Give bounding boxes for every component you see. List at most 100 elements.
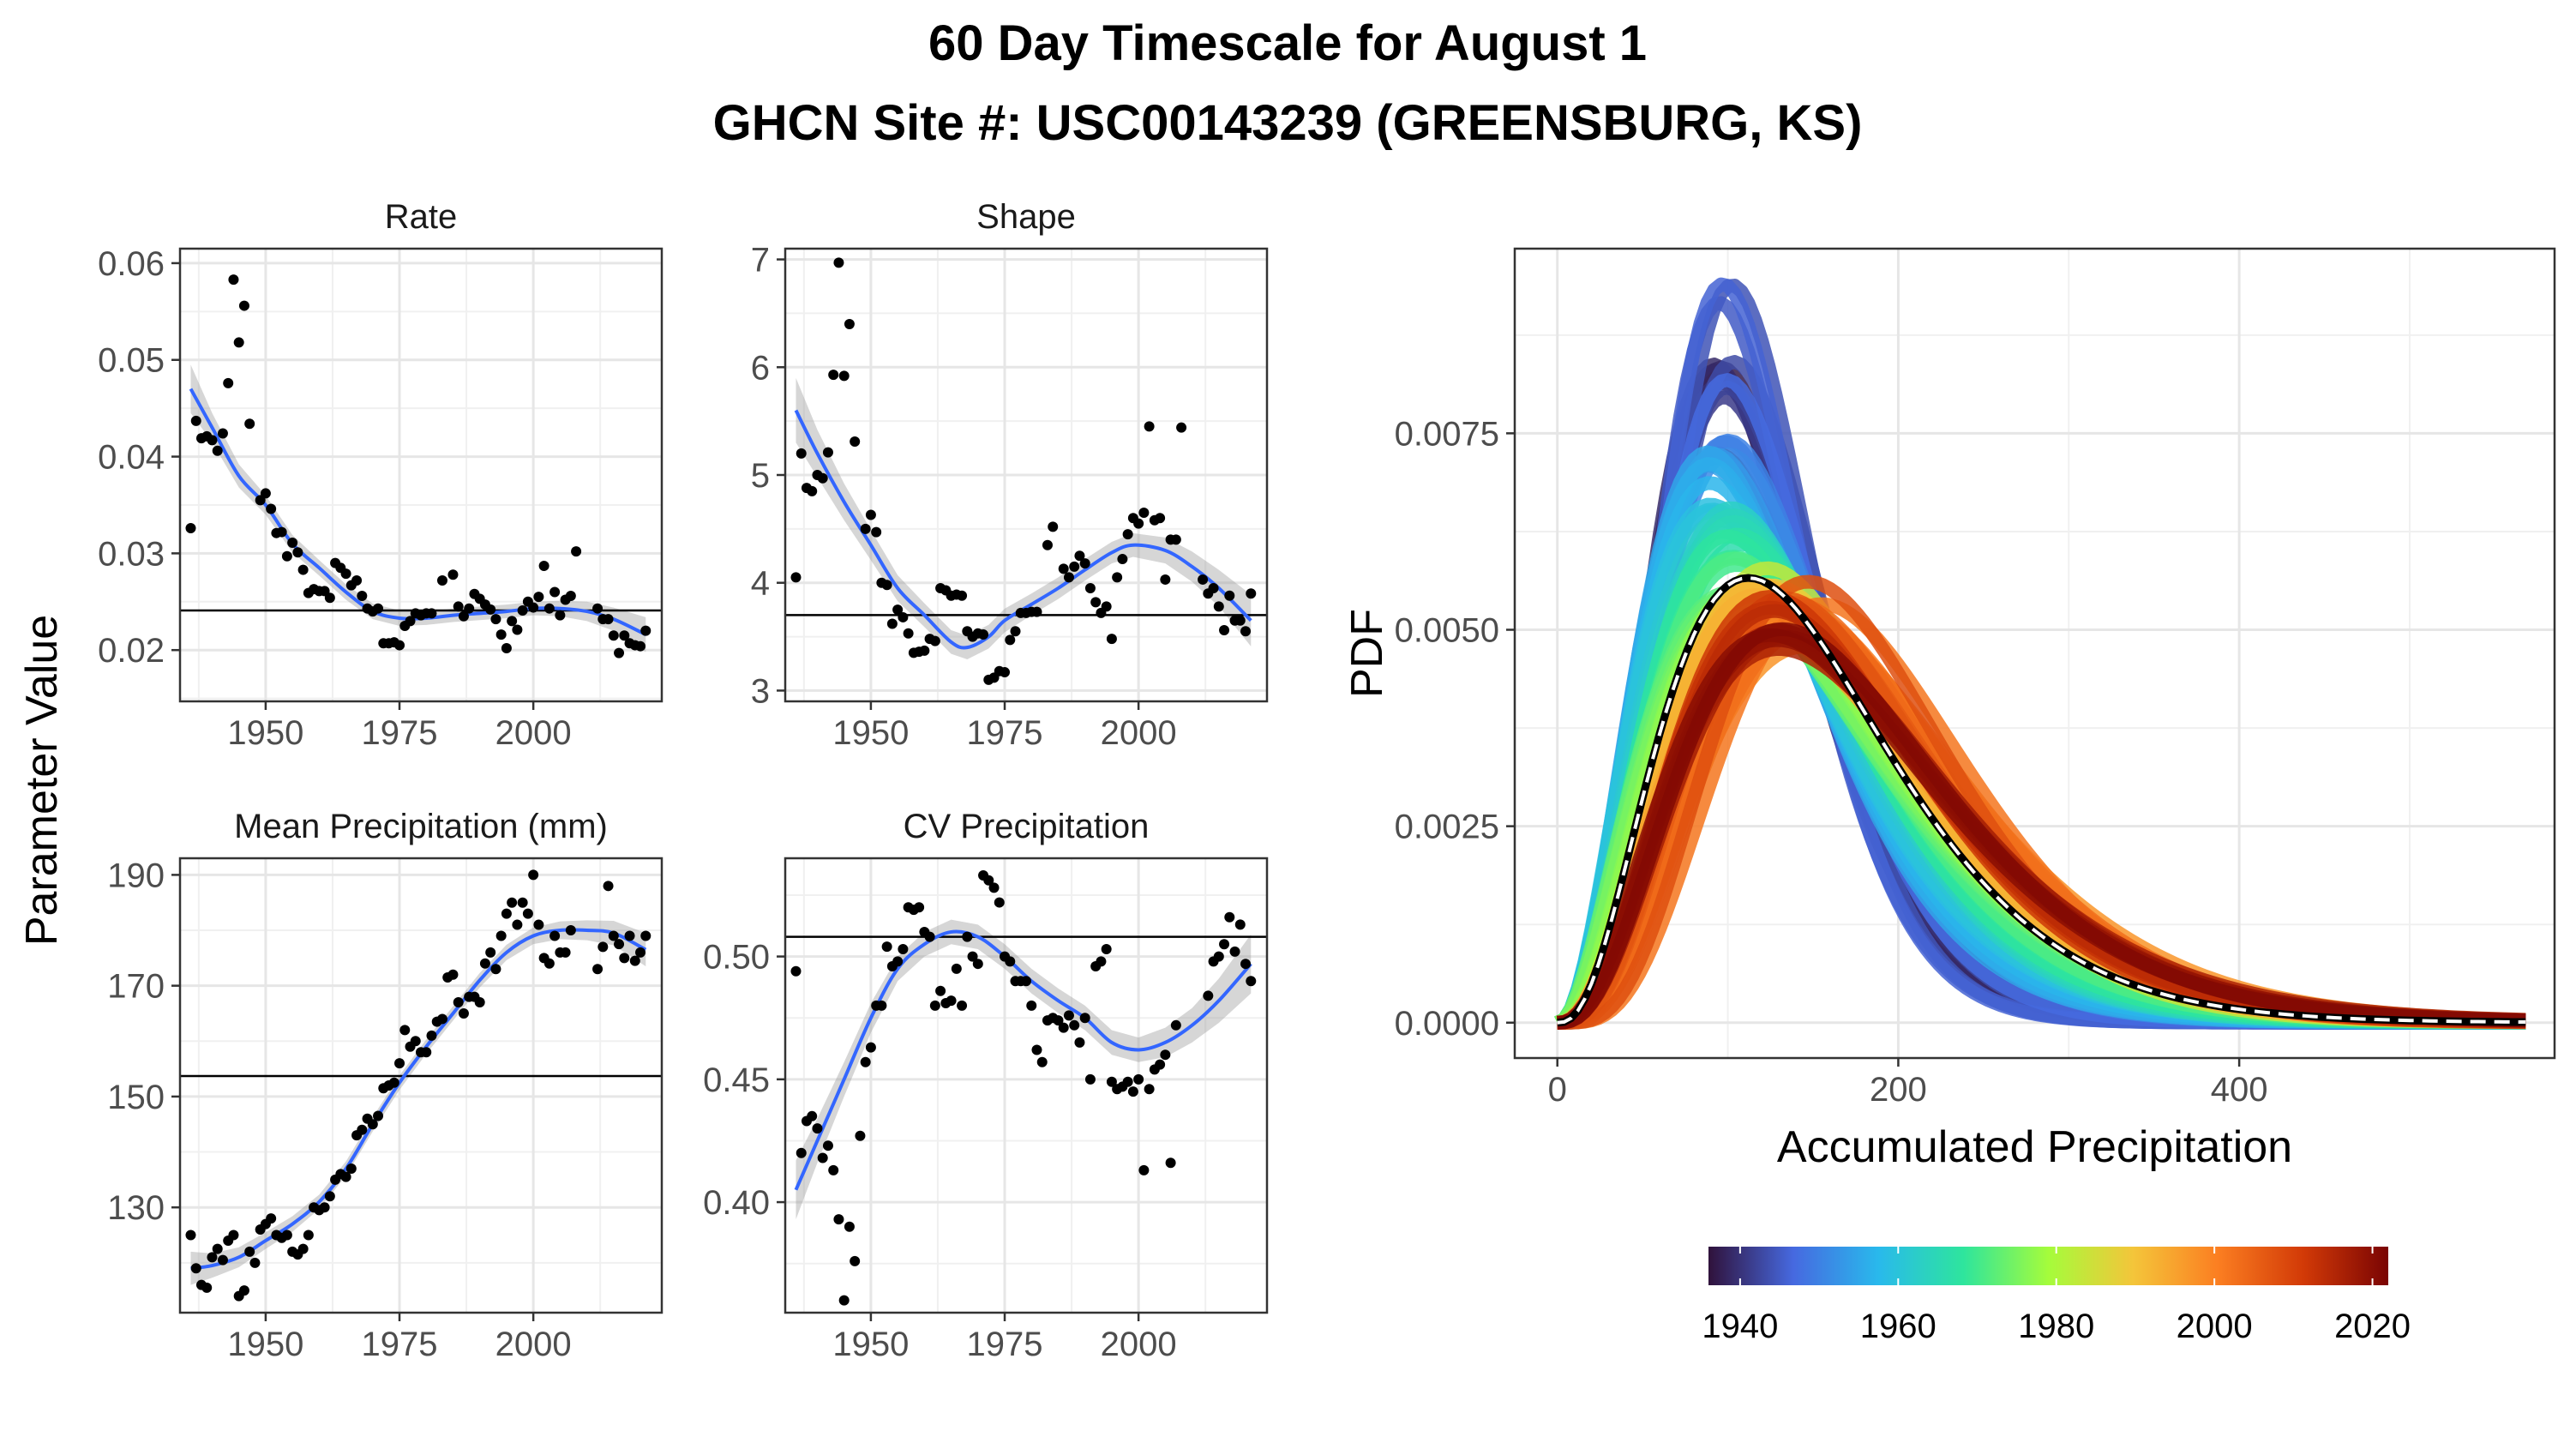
data-point [838,1295,850,1306]
y-tick-label: 3 [751,672,770,710]
data-point [796,448,807,459]
data-point [1074,550,1085,562]
x-tick-label: 2000 [495,714,572,752]
data-point [988,882,1000,893]
x-tick-label: 2000 [1101,714,1177,752]
data-point [190,415,201,426]
data-point [822,1140,833,1151]
data-point [464,603,475,614]
data-point [281,550,292,562]
data-point [1246,588,1257,599]
data-point [1048,521,1059,532]
smooth-line [794,409,1252,650]
plot-background [180,858,662,1313]
data-point [1203,990,1214,1001]
figure-title-line2: GHCN Site #: USC00143239 (GREENSBURG, KS… [713,95,1863,151]
data-point [817,1152,828,1163]
data-point [967,951,978,962]
data-point [850,436,861,448]
data-point [549,586,561,598]
y-tick-label: 0.0075 [1395,415,1499,453]
data-point [1160,1049,1171,1061]
data-point [1246,976,1257,987]
data-point [565,925,576,936]
data-point [929,1000,940,1011]
data-point [495,629,507,640]
y-tick-label: 0.0000 [1395,1005,1499,1043]
data-point [373,1110,384,1121]
data-point [340,568,351,580]
data-point [903,628,914,639]
data-point [394,1058,405,1069]
data-point [373,603,384,614]
data-point [1058,1022,1069,1033]
data-point [405,616,416,627]
data-point [619,630,630,641]
data-point [512,919,523,930]
figure-title-line1: 60 Day Timescale for August 1 [928,15,1647,71]
data-point [507,897,518,908]
data-point [957,1000,968,1011]
data-point [865,1042,876,1053]
data-point [886,618,898,629]
data-point [485,604,496,615]
data-point [640,625,652,636]
data-point [543,958,555,969]
panel-border [178,247,664,703]
smooth-line [190,928,647,1271]
x-tick-label: 1975 [967,714,1043,752]
data-point [421,1047,432,1058]
data-point [388,1077,399,1088]
data-point [1053,1015,1064,1026]
data-point [881,941,892,953]
data-point [1138,508,1150,518]
data-point [640,930,652,941]
panel-pdf: Accumulated Precipitation PDF 0 200 400 0.000… [1342,247,2556,1172]
data-point [603,614,614,625]
data-point [1213,951,1224,962]
data-point [528,869,539,881]
left-y-axis-title: Parameter Value [17,615,67,946]
reference-pdf-dashed [1557,576,2526,1025]
data-point [1036,1056,1048,1067]
data-point [1198,574,1209,585]
data-point [281,1230,292,1241]
y-tick-label: 0.0050 [1395,612,1499,650]
data-point [324,592,335,604]
data-point [592,964,603,975]
data-point [345,1163,357,1174]
data-point [929,635,940,646]
data-point [1144,1084,1155,1095]
data-point [828,1164,839,1175]
data-point [619,953,630,964]
data-point [1224,590,1235,601]
colorbar-tick-label: 1980 [2018,1308,2094,1345]
data-point [190,1263,201,1274]
data-point [855,1130,866,1141]
data-point [522,908,533,919]
data-point [1010,626,1021,637]
data-point [1079,1013,1090,1024]
pdf-curve-year [1557,622,2526,1030]
data-point [1160,574,1171,585]
y-tick-label: 0.05 [98,342,165,380]
data-point [1090,597,1102,608]
y-tick-label: 4 [751,565,770,603]
x-tick-label: 200 [1870,1071,1927,1109]
data-point [1213,601,1224,612]
colorbar-ticks: 1940 1960 1980 2000 2020 [1702,1247,2411,1345]
data-point [919,645,930,656]
x-tick-label: 2000 [495,1326,572,1363]
x-tick-label: 1950 [227,1326,303,1363]
data-point [1234,615,1246,626]
data-point [983,875,994,886]
data-point [892,956,904,967]
data-point [871,526,882,538]
panel-border [1513,247,2556,1060]
data-point [410,1036,421,1047]
data-point [1031,1044,1042,1055]
data-point [812,1123,823,1134]
data-point [1170,1019,1181,1031]
colorbar: 1940 1960 1980 2000 2020 [1702,1247,2411,1345]
